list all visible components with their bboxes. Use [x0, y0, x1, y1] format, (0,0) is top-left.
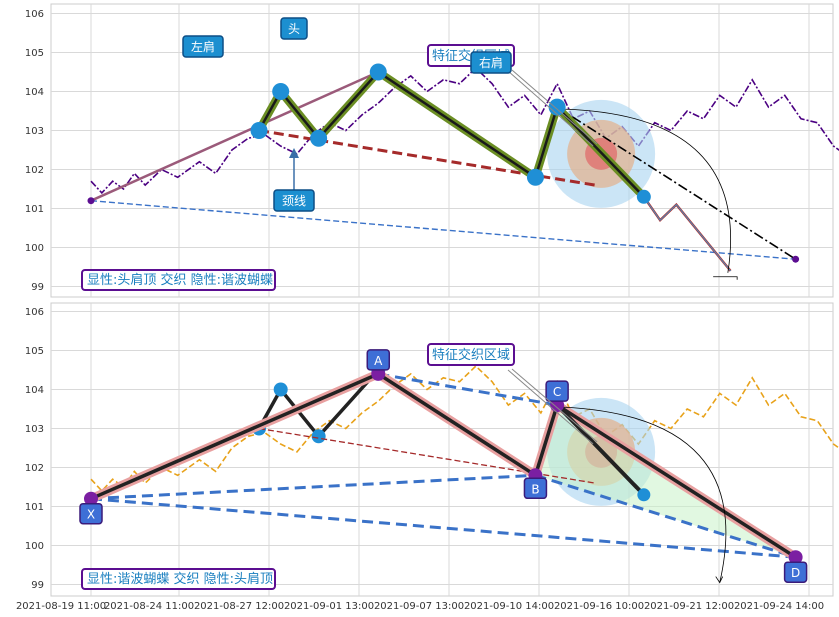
pattern-point-marker — [526, 168, 544, 186]
support-line — [90, 200, 796, 260]
projection-arc — [563, 108, 732, 273]
extra-leg-marker — [637, 488, 651, 502]
x-tick-label: 2021-08-27 12:00 — [194, 601, 284, 612]
price-line — [90, 364, 839, 493]
point-label-b: B — [531, 482, 539, 496]
right-shoulder-label: 右肩 — [479, 55, 503, 70]
right-shoulder-label-box — [470, 51, 512, 74]
x-tick-label: 2021-08-19 11:00 — [16, 601, 106, 612]
secondary-pattern-marker — [273, 382, 288, 397]
origin-trend-line — [90, 70, 379, 202]
left-shoulder-label-box — [182, 35, 224, 58]
x-tick-label: 2021-09-24 14:00 — [734, 601, 824, 612]
pattern-point-marker — [369, 63, 387, 81]
pattern-point-marker — [272, 83, 290, 100]
x-tick-label: 2021-09-16 10:00 — [554, 601, 644, 612]
head-label-box — [280, 17, 308, 40]
price-line — [90, 66, 839, 195]
neckline — [258, 129, 596, 187]
point-label-a: A — [374, 354, 383, 368]
y-tick-label: 100 — [25, 243, 44, 254]
neckline-label: 颈线 — [282, 194, 306, 208]
bc-leg — [533, 403, 559, 478]
y-tick-label: 104 — [25, 87, 44, 98]
point-label-box — [79, 502, 103, 525]
point-label-box — [523, 477, 548, 500]
point-label-c: C — [553, 385, 561, 399]
point-label-box — [783, 561, 808, 583]
y-tick-label: 105 — [25, 346, 44, 357]
top-panel: 99100101102103104105106特征交织区域左肩头右肩颈线显性:头… — [25, 3, 839, 298]
neckline-label-box — [273, 189, 315, 212]
x-tick-label: 2021-09-07 13:00 — [374, 601, 464, 612]
projection-arrowhead — [715, 576, 724, 584]
x-tick-label: 2021-09-10 14:00 — [464, 601, 554, 612]
y-tick-label: 102 — [25, 165, 44, 176]
x-tick-label: 2021-08-24 11:00 — [104, 601, 194, 612]
feature-pointer — [507, 70, 594, 147]
head-label: 头 — [288, 22, 300, 36]
y-tick-label: 104 — [25, 385, 44, 396]
feature-pointer — [511, 69, 598, 145]
pattern-caption: 显性:头肩顶 交织 隐性:谐波蝴蝶 — [87, 272, 273, 288]
y-tick-label: 99 — [31, 580, 44, 591]
harmonic-point-dot — [788, 550, 803, 565]
cd-leg — [555, 403, 798, 559]
pattern-caption: 显性:谐波蝴蝶 交织 隐性:头肩顶 — [87, 571, 273, 587]
point-label-box — [366, 349, 391, 371]
pattern-point-marker — [250, 122, 268, 139]
projection-line-inner — [643, 196, 731, 272]
projection-arc — [563, 406, 727, 583]
y-tick-label: 105 — [25, 48, 44, 59]
y-tick-label: 106 — [25, 307, 44, 318]
y-tick-label: 101 — [25, 204, 44, 215]
feature-region-label: 特征交织区域 — [432, 347, 510, 363]
point-label-d: D — [791, 566, 800, 580]
secondary-pattern-marker — [311, 429, 326, 444]
y-tick-label: 103 — [25, 424, 44, 435]
xb-dashed-line — [90, 473, 536, 501]
pattern-point-marker — [310, 129, 328, 147]
pattern-point-marker — [548, 98, 566, 116]
y-tick-label: 100 — [25, 541, 44, 552]
feature-region-label-box — [427, 343, 515, 366]
feature-pointer — [511, 368, 598, 443]
ac-dashed-line — [378, 372, 558, 407]
y-tick-label: 101 — [25, 502, 44, 513]
projection-bracket — [713, 276, 738, 280]
neckline-pointer-head — [289, 148, 299, 158]
harmonic-point-dot — [84, 491, 98, 506]
ab-leg — [376, 372, 538, 478]
xa-leg — [89, 372, 381, 501]
origin-dot — [87, 197, 95, 205]
bottom-panel: 99 100 101 102 103 104 105 106 X A B C D 特征交织区域显性:谐波蝴… — [25, 302, 839, 597]
pattern-caption-box — [81, 568, 276, 590]
x-tick-label: 2021-09-21 12:00 — [644, 601, 734, 612]
pattern-caption-box — [81, 269, 276, 291]
y-tick-label: 106 — [25, 9, 44, 20]
x-tick-label: 2021-09-01 13:00 — [284, 601, 374, 612]
y-tick-label: 103 — [25, 126, 44, 137]
y-tick-label: 99 — [31, 282, 44, 293]
pattern-point-marker — [636, 189, 651, 204]
left-shoulder-label: 左肩 — [191, 39, 215, 54]
feature-pointer — [507, 369, 594, 445]
point-label-x: X — [87, 508, 95, 522]
bd-dashed-line — [534, 473, 797, 559]
y-tick-label: 102 — [25, 463, 44, 474]
point-label-box — [545, 380, 569, 402]
right-trend-line — [556, 106, 797, 260]
end-dot — [792, 255, 800, 263]
